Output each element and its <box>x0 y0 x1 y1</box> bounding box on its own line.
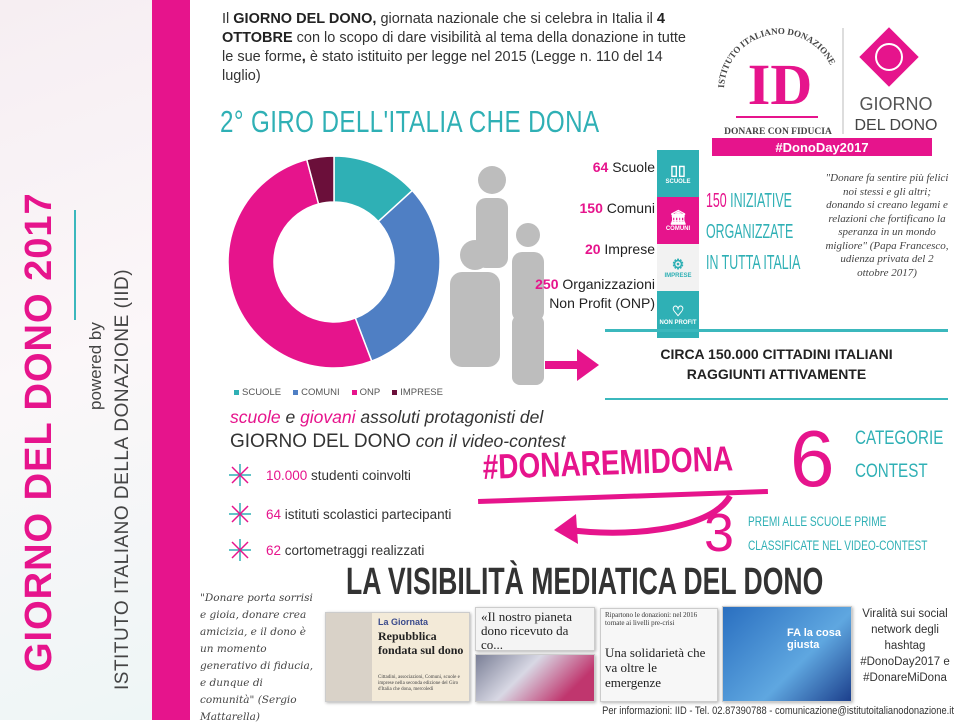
stat-scuole: 64 Scuole <box>592 159 655 175</box>
svg-text:DONARE CON FIDUCIA: DONARE CON FIDUCIA <box>724 127 832 137</box>
divider <box>605 329 948 332</box>
legend-item-scuole: SCUOLE <box>234 387 281 398</box>
stats-list: 64 Scuole 150 Comuni 20 Imprese 250 Orga… <box>470 155 655 325</box>
legend-item-imprese: IMPRESE <box>392 387 443 398</box>
donut-slice-onp <box>228 158 373 369</box>
intro-text: Il GIORNO DEL DONO, giornata nazionale c… <box>222 11 686 84</box>
legend-label: COMUNI <box>301 387 340 398</box>
bullet-cortometraggi: 62 cortometraggi realizzati <box>228 538 424 562</box>
stat-onp: 250 Organizzazioni Non Profit (ONP) <box>535 276 655 311</box>
tv-photo-fa-la-cosa-giusta: FA la cosa giusta <box>722 606 852 702</box>
bullet-istituti: 64 istituti scolastici partecipanti <box>228 502 451 526</box>
people-icon <box>450 166 544 385</box>
legend-label: ONP <box>359 387 381 398</box>
donut-slice-imprese <box>305 155 335 205</box>
svg-text:GIORNO: GIORNO <box>859 94 932 114</box>
book-icon: ▯▯ SCUOLE <box>657 150 699 197</box>
svg-text:#DonoDay2017: #DonoDay2017 <box>775 140 868 155</box>
footer-contact: Per informazioni: IID - Tel. 02.87390788… <box>602 705 954 717</box>
papa-quote: "Donare fa sentire più felici noi stessi… <box>825 172 949 279</box>
section-title: 2° GIRO DELL'ITALIA CHE DONA <box>220 104 600 139</box>
pink-band <box>152 0 190 720</box>
stat-imprese: 20 Imprese <box>584 241 655 257</box>
legend-swatch <box>234 389 239 395</box>
svg-text:ID: ID <box>748 52 812 117</box>
tv-photo <box>475 654 595 702</box>
prizes-label: PREMI ALLE SCUOLE PRIME CLASSIFICATE NEL … <box>748 514 928 553</box>
category-icons: ▯▯ SCUOLE 🏛 COMUNI ⚙ IMPRESE ♡ NON PROFIT <box>657 150 699 338</box>
categories-label: CATEGORIE CONTEST <box>855 428 944 482</box>
stat-comuni: 150 Comuni <box>579 200 656 216</box>
chart-legend: SCUOLE COMUNI ONP IMPRESE <box>234 387 443 398</box>
schools-headline: scuole e giovani assoluti protagonisti d… <box>230 407 566 452</box>
vertical-title: GIORNO DEL DONO 2017 <box>18 192 60 672</box>
divider <box>74 210 76 320</box>
asterisk-icon <box>229 539 251 561</box>
viral-text: Viralità sui social network degli hashta… <box>860 608 950 684</box>
legend-item-comuni: COMUNI <box>293 387 340 398</box>
arrow-right-icon <box>545 349 599 381</box>
asterisk-icon <box>229 464 251 486</box>
contest-hashtag: #DONAREMIDONA <box>482 439 734 487</box>
org-name: ISTITUTO ITALIANO DELLA DONAZIONE (IID) <box>112 268 133 690</box>
legend-swatch <box>392 389 398 395</box>
press-clip-solidarieta: Ripartono le donazioni: nel 2016 tornate… <box>600 608 718 702</box>
iniziative-text: 150 INIZIATIVE ORGANIZZATE IN TUTTA ITALIA <box>706 190 801 274</box>
asterisk-icon <box>229 503 251 525</box>
powered-by: powered by <box>86 322 105 410</box>
bullet-studenti: 10.000 studenti coinvolti <box>228 463 411 487</box>
categories-number: 6 <box>790 414 835 503</box>
legend-item-onp: ONP <box>351 387 381 398</box>
side-background <box>0 0 152 720</box>
legend-swatch <box>293 389 299 395</box>
building-icon: 🏛 COMUNI <box>657 197 699 244</box>
gears-icon: ⚙ IMPRESE <box>657 244 699 291</box>
svg-text:DEL DONO: DEL DONO <box>855 117 938 134</box>
logo: ISTITUTO ITALIANO DONAZIONE ID DONARE CO… <box>708 10 946 156</box>
legend-label: SCUOLE <box>242 387 282 398</box>
mattarella-quote: "Donare porta sorrisi e gioia, donare cr… <box>200 592 314 723</box>
press-clip-giornata: La Giornata Repubblica fondata sul dono … <box>325 612 470 702</box>
curved-arrow-icon <box>554 494 733 544</box>
legend-label: IMPRESE <box>400 387 443 398</box>
citizens-reached: CIRCA 150.000 CITTADINI ITALIANI RAGGIUNT… <box>660 346 893 382</box>
legend-swatch <box>351 389 357 395</box>
visibility-title: LA VISIBILITÀ MEDIATICA DEL DONO <box>346 561 824 603</box>
press-clip-pianeta: «Il nostro pianeta dono ricevuto da co..… <box>475 607 595 651</box>
donut-slice-comuni <box>354 189 441 363</box>
donut-chart <box>228 155 441 369</box>
divider <box>605 398 948 400</box>
prizes-number: 3 <box>704 503 735 563</box>
